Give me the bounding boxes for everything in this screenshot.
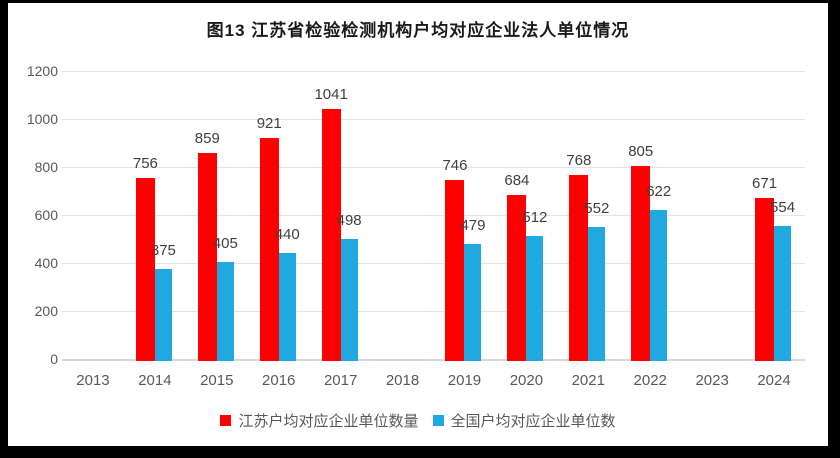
- x-tick-label-2021: 2021: [571, 372, 605, 389]
- y-tick-label-1000: 1000: [26, 111, 58, 127]
- y-tick-label-800: 800: [34, 159, 58, 175]
- gridline-800: [62, 167, 805, 168]
- data-label-national-2021: 552: [584, 199, 610, 217]
- gridline-400: [62, 263, 805, 264]
- gridline-600: [62, 215, 805, 216]
- bar-jiangsu-2022: [631, 165, 651, 361]
- data-label-jiangsu-2020: 684: [504, 171, 530, 189]
- data-label-national-2015: 405: [212, 234, 238, 252]
- data-label-jiangsu-2024: 671: [752, 174, 778, 192]
- y-tick-label-200: 200: [34, 303, 58, 319]
- x-tick-label-2013: 2013: [76, 372, 110, 389]
- x-tick-label-2018: 2018: [385, 372, 420, 389]
- chart-legend: 江苏户均对应企业单位数量 全国户均对应企业单位数: [8, 408, 828, 432]
- gridline-200: [62, 311, 805, 312]
- legend-swatch-blue-icon: [432, 414, 444, 426]
- legend-item-national: 全国户均对应企业单位数: [432, 410, 616, 431]
- x-tick-label-2014: 2014: [138, 372, 172, 389]
- bar-jiangsu-2015: [197, 152, 217, 361]
- x-tick-label-2023: 2023: [695, 372, 729, 389]
- bar-national-2016: [278, 253, 296, 361]
- bar-jiangsu-2017: [321, 109, 341, 361]
- data-label-jiangsu-2016: 921: [256, 114, 282, 132]
- data-label-national-2016: 440: [274, 226, 300, 244]
- data-label-national-2017: 498: [336, 212, 362, 230]
- x-tick-label-2020: 2020: [509, 372, 544, 389]
- chart-title: 图13 江苏省检验检测机构户均对应企业法人单位情况: [206, 21, 630, 40]
- bar-national-2020: [526, 236, 544, 361]
- y-tick-label-1200: 1200: [26, 63, 58, 79]
- data-label-jiangsu-2019: 746: [442, 156, 468, 174]
- bar-jiangsu-2024: [755, 197, 775, 361]
- gridline-1000: [62, 119, 805, 120]
- bar-jiangsu-2014: [135, 177, 155, 361]
- bar-national-2021: [588, 226, 606, 361]
- data-label-national-2024: 554: [770, 199, 796, 217]
- bar-national-2024: [774, 226, 792, 361]
- bar-jiangsu-2019: [445, 179, 465, 361]
- legend-label-jiangsu: 江苏户均对应企业单位数量: [238, 412, 419, 430]
- bar-national-2022: [650, 209, 668, 361]
- chart-canvas: 图13 江苏省检验检测机构户均对应企业法人单位情况 0 200 400 600 800 1…: [8, 3, 828, 446]
- y-tick-label-400: 400: [34, 255, 58, 271]
- bar-jiangsu-2016: [259, 137, 279, 361]
- data-label-national-2019: 479: [460, 217, 486, 235]
- bar-national-2015: [216, 261, 234, 361]
- legend-item-jiangsu: 江苏户均对应企业单位数量: [220, 410, 419, 431]
- bar-jiangsu-2021: [569, 174, 589, 361]
- data-label-jiangsu-2014: 756: [132, 154, 158, 172]
- legend-swatch-red-icon: [220, 414, 232, 426]
- data-label-national-2020: 512: [522, 209, 548, 227]
- x-tick-label-2017: 2017: [323, 372, 358, 389]
- data-label-jiangsu-2015: 859: [194, 129, 220, 147]
- legend-label-national: 全国户均对应企业单位数: [450, 412, 616, 430]
- x-tick-label-2022: 2022: [633, 372, 667, 389]
- x-tick-label-2015: 2015: [200, 372, 234, 389]
- data-label-jiangsu-2017: 1041: [314, 86, 348, 104]
- x-axis-line: [62, 359, 805, 361]
- x-tick-label-2019: 2019: [447, 372, 482, 389]
- bar-national-2017: [340, 239, 358, 361]
- data-label-jiangsu-2021: 768: [566, 151, 592, 169]
- bar-national-2014: [154, 269, 172, 361]
- data-label-jiangsu-2022: 805: [628, 142, 654, 160]
- bar-jiangsu-2020: [507, 194, 527, 361]
- y-tick-label-0: 0: [50, 351, 58, 367]
- x-tick-label-2024: 2024: [757, 372, 791, 389]
- data-label-national-2022: 622: [646, 182, 672, 200]
- gridline-1200: [62, 71, 805, 72]
- y-tick-label-600: 600: [34, 207, 58, 223]
- x-tick-label-2016: 2016: [262, 372, 296, 389]
- plot-area: 0 200 400 600 800 1000 1200 2013 2014 2015 2016 201…: [27, 63, 805, 389]
- data-label-national-2014: 375: [150, 242, 176, 259]
- bar-national-2019: [464, 244, 482, 361]
